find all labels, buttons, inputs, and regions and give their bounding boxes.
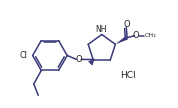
Text: O: O	[75, 55, 82, 64]
Text: O: O	[133, 31, 139, 40]
Text: CH₃: CH₃	[145, 33, 157, 38]
Text: O: O	[123, 20, 130, 29]
Polygon shape	[115, 36, 128, 44]
Text: Cl: Cl	[19, 51, 27, 60]
Text: HCl: HCl	[120, 71, 136, 80]
Text: NH: NH	[95, 25, 107, 34]
